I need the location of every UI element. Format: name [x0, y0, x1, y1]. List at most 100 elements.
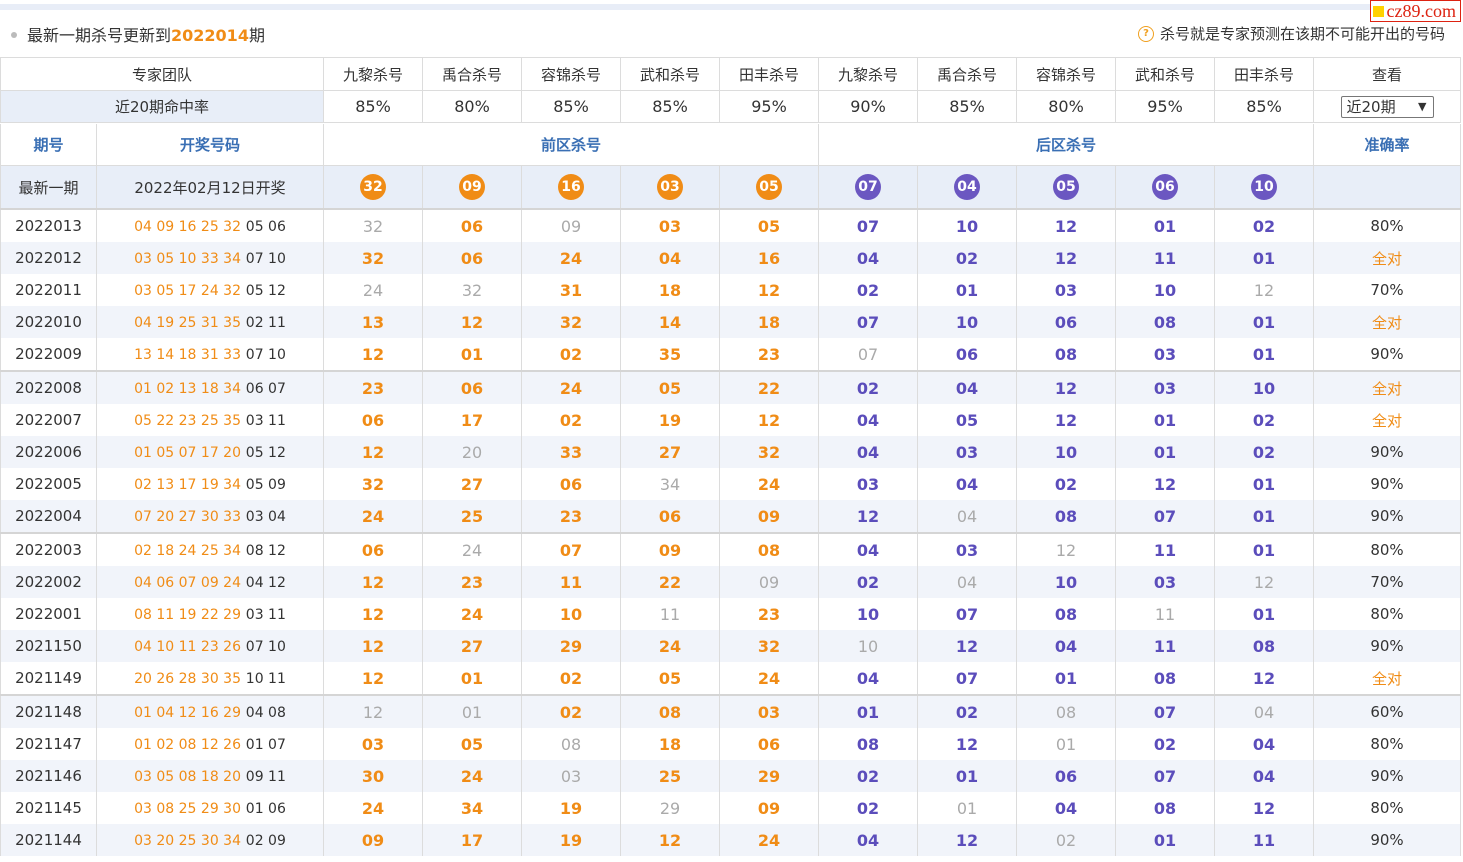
issue-number: 2022002 [0, 566, 97, 598]
front-kill-number: 29 [559, 636, 583, 656]
front-kill-cell: 32 [323, 242, 423, 274]
front-kill-cell: 01 [422, 338, 522, 371]
back-draw: 05 12 [245, 445, 286, 461]
back-kill-number: 01 [1153, 830, 1177, 850]
front-kill-number: 23 [460, 572, 484, 592]
front-kill-number: 18 [757, 312, 781, 332]
latest-front-cell: 05 [719, 165, 819, 210]
back-kill-number: 10 [856, 604, 880, 624]
front-kill-cell: 12 [323, 630, 423, 662]
front-kill-cell: 32 [521, 306, 621, 338]
front-kill-cell: 06 [323, 532, 423, 566]
front-kill-cell: 18 [719, 306, 819, 338]
back-kill-number: 11 [1252, 830, 1276, 850]
back-kill-number: 04 [1253, 702, 1275, 722]
back-kill-cell: 07 [917, 598, 1017, 630]
back-kill-number: 12 [1253, 280, 1275, 300]
front-kill-number: 02 [559, 344, 583, 364]
front-kill-cell: 08 [521, 728, 621, 760]
expert-name: 容锦杀号 [521, 57, 621, 91]
front-kill-number: 24 [757, 830, 781, 850]
back-kill-cell: 10 [917, 209, 1017, 242]
back-kill-cell: 01 [1214, 242, 1314, 274]
back-kill-cell: 02 [1016, 824, 1116, 856]
front-kill-number: 12 [362, 702, 384, 722]
back-kill-cell: 02 [1016, 468, 1116, 500]
front-kill-cell: 02 [521, 662, 621, 695]
front-kill-cell: 06 [422, 370, 522, 404]
back-kill-cell: 08 [1115, 306, 1215, 338]
table-row: 2021144 03 20 25 30 34 02 09 09 17 19 12 24 04 1… [0, 824, 1461, 856]
table-row: 2021149 20 26 28 30 35 10 11 12 01 02 05 24 04 0… [0, 662, 1461, 695]
back-kill-cell: 01 [1016, 728, 1116, 760]
front-kill-number: 06 [559, 474, 583, 494]
front-kill-number: 12 [361, 344, 385, 364]
front-kill-cell: 12 [323, 694, 423, 728]
notice-text: 最新一期杀号更新到2022014期 [27, 22, 265, 46]
back-kill-number: 02 [1055, 830, 1077, 850]
accuracy-value: 80% [1313, 728, 1461, 760]
expert-name: 九黎杀号 [323, 57, 423, 91]
back-draw: 09 11 [245, 769, 286, 785]
front-kill-number: 17 [460, 830, 484, 850]
back-kill-number: 03 [1153, 344, 1177, 364]
back-kill-cell: 05 [917, 404, 1017, 436]
back-kill-cell: 08 [1016, 338, 1116, 371]
back-draw: 02 11 [245, 315, 286, 331]
front-kill-cell: 24 [422, 598, 522, 630]
issue-number: 2022003 [0, 532, 97, 566]
front-kill-number: 12 [361, 572, 385, 592]
back-kill-number: 10 [955, 216, 979, 236]
front-draw: 03 05 10 33 34 [134, 251, 241, 267]
front-kill-cell: 05 [719, 209, 819, 242]
latest-back-cell: 07 [818, 165, 918, 210]
front-kill-number: 06 [658, 506, 682, 526]
front-kill-cell: 24 [422, 760, 522, 792]
front-kill-cell: 24 [521, 242, 621, 274]
back-kill-cell: 03 [1115, 338, 1215, 371]
front-kill-cell: 24 [719, 824, 819, 856]
question-icon[interactable]: ? [1137, 25, 1154, 42]
back-kill-cell: 04 [818, 824, 918, 856]
back-kill-number: 07 [955, 604, 979, 624]
front-kill-cell: 05 [422, 728, 522, 760]
front-kill-cell: 06 [521, 468, 621, 500]
back-kill-cell: 07 [818, 306, 918, 338]
table-row: 2022006 01 05 07 17 20 05 12 12 20 33 27 32 04 0… [0, 436, 1461, 468]
issue-number: 2021145 [0, 792, 97, 824]
period-select[interactable]: 近20期 ▼ [1340, 95, 1434, 118]
front-kill-cell: 12 [323, 662, 423, 695]
expert-name: 武和杀号 [620, 57, 720, 91]
front-kill-cell: 12 [323, 338, 423, 371]
front-draw: 04 06 07 09 24 [134, 575, 241, 591]
back-kill-number: 11 [1153, 248, 1177, 268]
front-kill-number: 25 [658, 766, 682, 786]
table-row: 2021150 04 10 11 23 26 07 10 12 27 29 24 32 10 1… [0, 630, 1461, 662]
back-kill-number: 12 [1153, 474, 1177, 494]
back-kill-cell: 03 [917, 436, 1017, 468]
back-kill-number: 12 [955, 734, 979, 754]
front-kill-number: 24 [362, 280, 384, 300]
draw-numbers: 04 06 07 09 24 04 12 [96, 566, 324, 598]
front-kill-cell: 29 [521, 630, 621, 662]
table-row: 2021148 01 04 12 16 29 04 08 12 01 02 08 03 01 0… [0, 694, 1461, 728]
front-kill-cell: 17 [422, 824, 522, 856]
front-kill-cell: 23 [719, 598, 819, 630]
back-kill-cell: 02 [917, 694, 1017, 728]
back-draw: 05 09 [245, 477, 286, 493]
front-kill-number: 31 [559, 280, 583, 300]
back-kill-number: 04 [956, 572, 978, 592]
table-row: 2022010 04 19 25 31 35 02 11 13 12 32 14 18 07 1… [0, 306, 1461, 338]
front-draw: 02 13 17 19 34 [134, 477, 241, 493]
front-kill-number: 32 [361, 474, 385, 494]
accuracy-value: 90% [1313, 824, 1461, 856]
front-kill-number: 24 [461, 540, 483, 560]
back-kill-cell: 08 [1016, 500, 1116, 533]
draw-numbers: 08 11 19 22 29 03 11 [96, 598, 324, 630]
front-kill-number: 27 [460, 474, 484, 494]
issue-number: 2022009 [0, 338, 97, 371]
expert-name: 禹合杀号 [422, 57, 522, 91]
back-kill-number: 01 [1252, 540, 1276, 560]
back-kill-number: 08 [1153, 312, 1177, 332]
front-kill-cell: 24 [323, 500, 423, 533]
